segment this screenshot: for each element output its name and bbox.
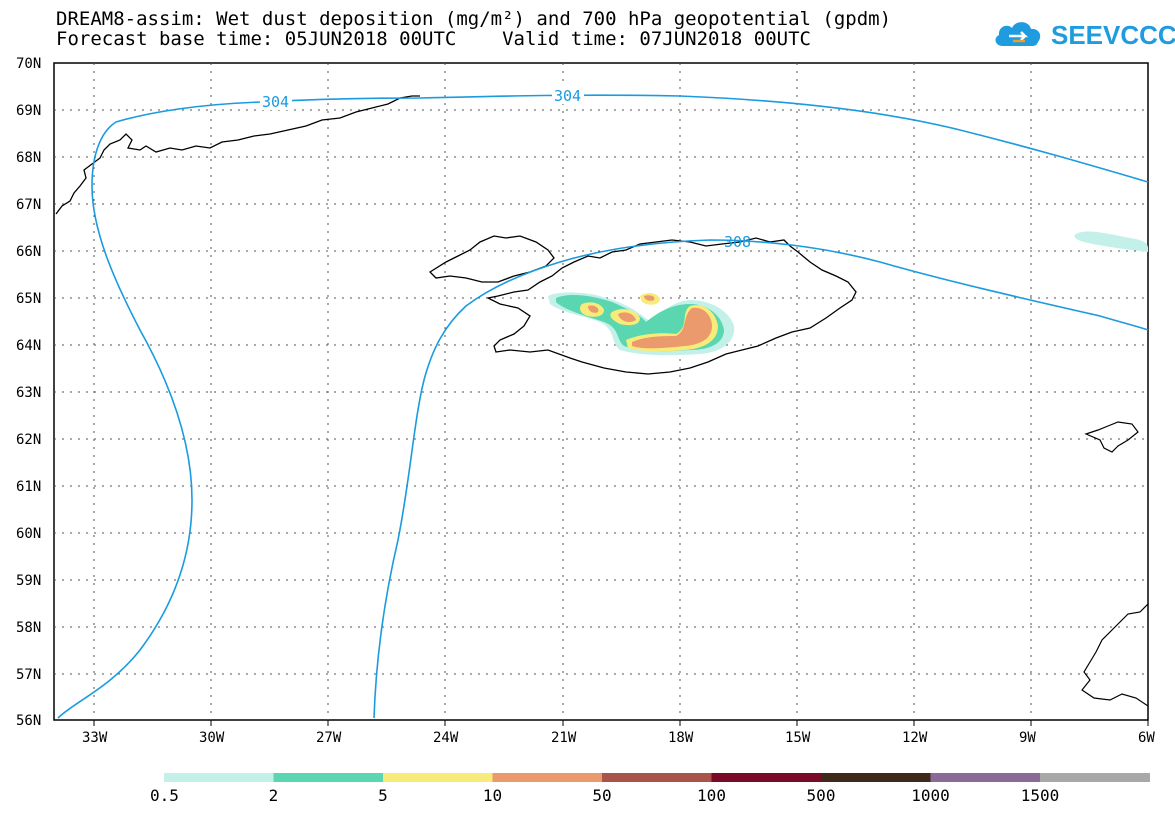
map-subtitle-times: Forecast base time: 05JUN2018 00UTC Vali… xyxy=(56,28,811,50)
lon-label: 33W xyxy=(82,730,108,746)
colorbar-swatch xyxy=(273,773,384,782)
lon-label: 18W xyxy=(668,730,694,746)
lat-label: 61N xyxy=(16,479,41,495)
seevccc-logo: SEEVCCC xyxy=(991,14,1175,54)
greenland-coastline xyxy=(55,95,420,215)
lat-label: 59N xyxy=(16,573,41,589)
lat-label: 70N xyxy=(16,56,41,72)
lon-label: 24W xyxy=(433,730,459,746)
contour-308 xyxy=(373,239,1149,719)
dust-deposition-field xyxy=(548,292,735,356)
contour-label-304a: 304 xyxy=(262,93,289,111)
dust-patch-east xyxy=(1074,231,1148,252)
geopotential-contours xyxy=(57,94,1149,719)
colorbar-label: 2 xyxy=(269,786,279,805)
colorbar-swatch xyxy=(711,773,822,782)
colorbar-label: 1000 xyxy=(911,786,950,805)
lon-label: 12W xyxy=(902,730,928,746)
scotland-coastline xyxy=(1081,603,1149,707)
colorbar-label: 100 xyxy=(697,786,726,805)
logo-text: SEEVCCC xyxy=(1051,20,1175,50)
lat-label: 67N xyxy=(16,197,41,213)
colorbar-label: 5 xyxy=(378,786,388,805)
colorbar-swatch xyxy=(383,773,493,782)
lat-label: 56N xyxy=(16,713,41,729)
lon-label: 6W xyxy=(1138,730,1155,746)
lat-label: 69N xyxy=(16,103,41,119)
colorbar-swatch xyxy=(821,773,931,782)
lat-label: 60N xyxy=(16,526,41,542)
lat-label: 68N xyxy=(16,150,41,166)
iceland-coastline xyxy=(486,237,857,375)
colorbar-swatch xyxy=(492,773,603,782)
colorbar-swatch xyxy=(930,773,1041,782)
lon-label: 9W xyxy=(1019,730,1036,746)
colorbar-swatch xyxy=(164,773,274,782)
lat-label: 57N xyxy=(16,667,41,683)
contour-label-304b: 304 xyxy=(554,87,581,105)
latitude-labels: 70N 69N 68N 67N 66N 65N 64N 63N 62N 61N … xyxy=(16,56,41,729)
colorbar-label: 1500 xyxy=(1021,786,1060,805)
lon-label: 21W xyxy=(551,730,577,746)
longitude-labels: 33W 30W 27W 24W 21W 18W 15W 12W 9W 6W xyxy=(82,730,1155,746)
lat-label: 58N xyxy=(16,620,41,636)
colorbar-label: 10 xyxy=(483,786,502,805)
lat-label: 62N xyxy=(16,432,41,448)
lat-label: 64N xyxy=(16,338,41,354)
colorbar-label: 0.5 xyxy=(150,786,179,805)
colorbar: 0.5 2 5 10 50 100 500 1000 1500 xyxy=(150,773,1150,805)
iceland-westfjords xyxy=(428,235,555,283)
colorbar-swatch xyxy=(602,773,712,782)
colorbar-label: 500 xyxy=(807,786,836,805)
lat-label: 66N xyxy=(16,244,41,260)
colorbar-label: 50 xyxy=(592,786,611,805)
map-title: DREAM8-assim: Wet dust deposition (mg/m²… xyxy=(56,8,892,30)
faroe-islands xyxy=(1084,421,1139,453)
contour-304 xyxy=(57,94,1149,719)
lat-label: 63N xyxy=(16,385,41,401)
axis-ticks xyxy=(93,720,1149,726)
contour-label-308: 308 xyxy=(724,233,751,251)
cloud-icon xyxy=(995,22,1041,46)
lon-label: 27W xyxy=(316,730,342,746)
graticule xyxy=(54,63,1148,720)
colorbar-swatch xyxy=(1040,773,1150,782)
map-frame xyxy=(53,62,1149,721)
lon-label: 30W xyxy=(199,730,225,746)
lon-label: 15W xyxy=(785,730,811,746)
lat-label: 65N xyxy=(16,291,41,307)
contour-labels: 304 304 308 xyxy=(260,86,751,251)
